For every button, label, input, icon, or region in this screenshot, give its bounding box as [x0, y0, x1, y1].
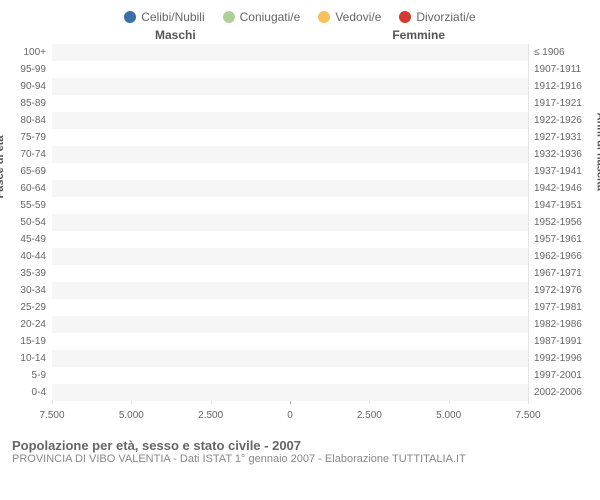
gridline — [528, 44, 529, 404]
birth-tick: 1997-2001 — [530, 367, 600, 384]
pyramid-row — [52, 265, 528, 282]
birth-tick: 1972-1976 — [530, 282, 600, 299]
caption-subtitle: PROVINCIA DI VIBO VALENTIA - Dati ISTAT … — [12, 453, 588, 465]
pyramid-row — [52, 129, 528, 146]
birth-tick: 1907-1911 — [530, 61, 600, 78]
birth-tick: 1912-1916 — [530, 78, 600, 95]
pyramid-row — [52, 367, 528, 384]
age-tick: 90-94 — [0, 78, 50, 95]
caption-title: Popolazione per età, sesso e stato civil… — [12, 438, 588, 453]
x-tick: 2.500 — [198, 410, 223, 421]
age-tick: 70-74 — [0, 146, 50, 163]
side-titles: Maschi Femmine — [0, 28, 600, 44]
legend-item: Celibi/Nubili — [124, 10, 204, 24]
pyramid-row — [52, 78, 528, 95]
pyramid-row — [52, 282, 528, 299]
birth-tick: 1977-1981 — [530, 299, 600, 316]
pyramid-row — [52, 146, 528, 163]
legend-label: Divorziati/e — [416, 10, 475, 24]
pyramid-row — [52, 333, 528, 350]
birth-tick: 1932-1936 — [530, 146, 600, 163]
x-tick: 0 — [287, 410, 293, 421]
birth-tick: 1937-1941 — [530, 163, 600, 180]
pyramid-row — [52, 231, 528, 248]
pyramid-row — [52, 197, 528, 214]
age-tick: 85-89 — [0, 95, 50, 112]
pyramid-row — [52, 163, 528, 180]
pyramid-row — [52, 95, 528, 112]
legend-item: Vedovi/e — [318, 10, 381, 24]
age-tick: 100+ — [0, 44, 50, 61]
pyramid-row — [52, 112, 528, 129]
age-tick: 75-79 — [0, 129, 50, 146]
pyramid-row — [52, 248, 528, 265]
legend-item: Coniugati/e — [223, 10, 301, 24]
pyramid-row — [52, 61, 528, 78]
birth-tick: 1952-1956 — [530, 214, 600, 231]
age-tick: 55-59 — [0, 197, 50, 214]
pyramid-row — [52, 44, 528, 61]
birth-tick: 1927-1931 — [530, 129, 600, 146]
female-title: Femmine — [392, 28, 445, 42]
pyramid-row — [52, 316, 528, 333]
legend-swatch — [318, 11, 330, 23]
age-tick: 0-4 — [0, 384, 50, 401]
legend-swatch — [399, 11, 411, 23]
legend: Celibi/Nubili Coniugati/e Vedovi/e Divorzia… — [0, 0, 600, 28]
birth-tick: 1947-1951 — [530, 197, 600, 214]
pyramid-row — [52, 299, 528, 316]
age-tick: 35-39 — [0, 265, 50, 282]
birth-tick: 1922-1926 — [530, 112, 600, 129]
age-tick: 50-54 — [0, 214, 50, 231]
pyramid-row — [52, 180, 528, 197]
birth-tick: ≤ 1906 — [530, 44, 600, 61]
age-tick: 15-19 — [0, 333, 50, 350]
age-tick: 30-34 — [0, 282, 50, 299]
legend-swatch — [124, 11, 136, 23]
age-tick: 80-84 — [0, 112, 50, 129]
age-tick: 40-44 — [0, 248, 50, 265]
birth-tick: 1962-1966 — [530, 248, 600, 265]
x-tick: 7.500 — [39, 410, 64, 421]
age-tick: 5-9 — [0, 367, 50, 384]
age-tick: 20-24 — [0, 316, 50, 333]
age-tick: 65-69 — [0, 163, 50, 180]
birth-tick: 2002-2006 — [530, 384, 600, 401]
x-axis: 7.5005.0002.50002.5005.0007.500 — [52, 406, 528, 428]
plot-area: Fasce di età Anni di nascita 100+95-9990… — [0, 44, 600, 404]
x-tick: 7.500 — [515, 410, 540, 421]
birth-tick: 1917-1921 — [530, 95, 600, 112]
age-tick: 25-29 — [0, 299, 50, 316]
age-tick: 95-99 — [0, 61, 50, 78]
pyramid-row — [52, 384, 528, 401]
legend-label: Coniugati/e — [240, 10, 301, 24]
pyramid-row — [52, 350, 528, 367]
legend-swatch — [223, 11, 235, 23]
birth-tick: 1982-1986 — [530, 316, 600, 333]
pyramid-rows — [52, 44, 528, 404]
legend-label: Celibi/Nubili — [141, 10, 204, 24]
legend-item: Divorziati/e — [399, 10, 475, 24]
population-pyramid-chart: Celibi/Nubili Coniugati/e Vedovi/e Divorzia… — [0, 0, 600, 500]
x-tick: 2.500 — [357, 410, 382, 421]
y-axis-birth-labels: ≤ 19061907-19111912-19161917-19211922-19… — [530, 44, 600, 401]
age-tick: 10-14 — [0, 350, 50, 367]
caption: Popolazione per età, sesso e stato civil… — [0, 428, 600, 465]
x-tick: 5.000 — [119, 410, 144, 421]
birth-tick: 1992-1996 — [530, 350, 600, 367]
pyramid-row — [52, 214, 528, 231]
legend-label: Vedovi/e — [335, 10, 381, 24]
birth-tick: 1942-1946 — [530, 180, 600, 197]
birth-tick: 1987-1991 — [530, 333, 600, 350]
birth-tick: 1967-1971 — [530, 265, 600, 282]
x-tick: 5.000 — [436, 410, 461, 421]
male-title: Maschi — [155, 28, 196, 42]
y-axis-age-labels: 100+95-9990-9485-8980-8475-7970-7465-696… — [0, 44, 50, 401]
birth-tick: 1957-1961 — [530, 231, 600, 248]
age-tick: 60-64 — [0, 180, 50, 197]
age-tick: 45-49 — [0, 231, 50, 248]
